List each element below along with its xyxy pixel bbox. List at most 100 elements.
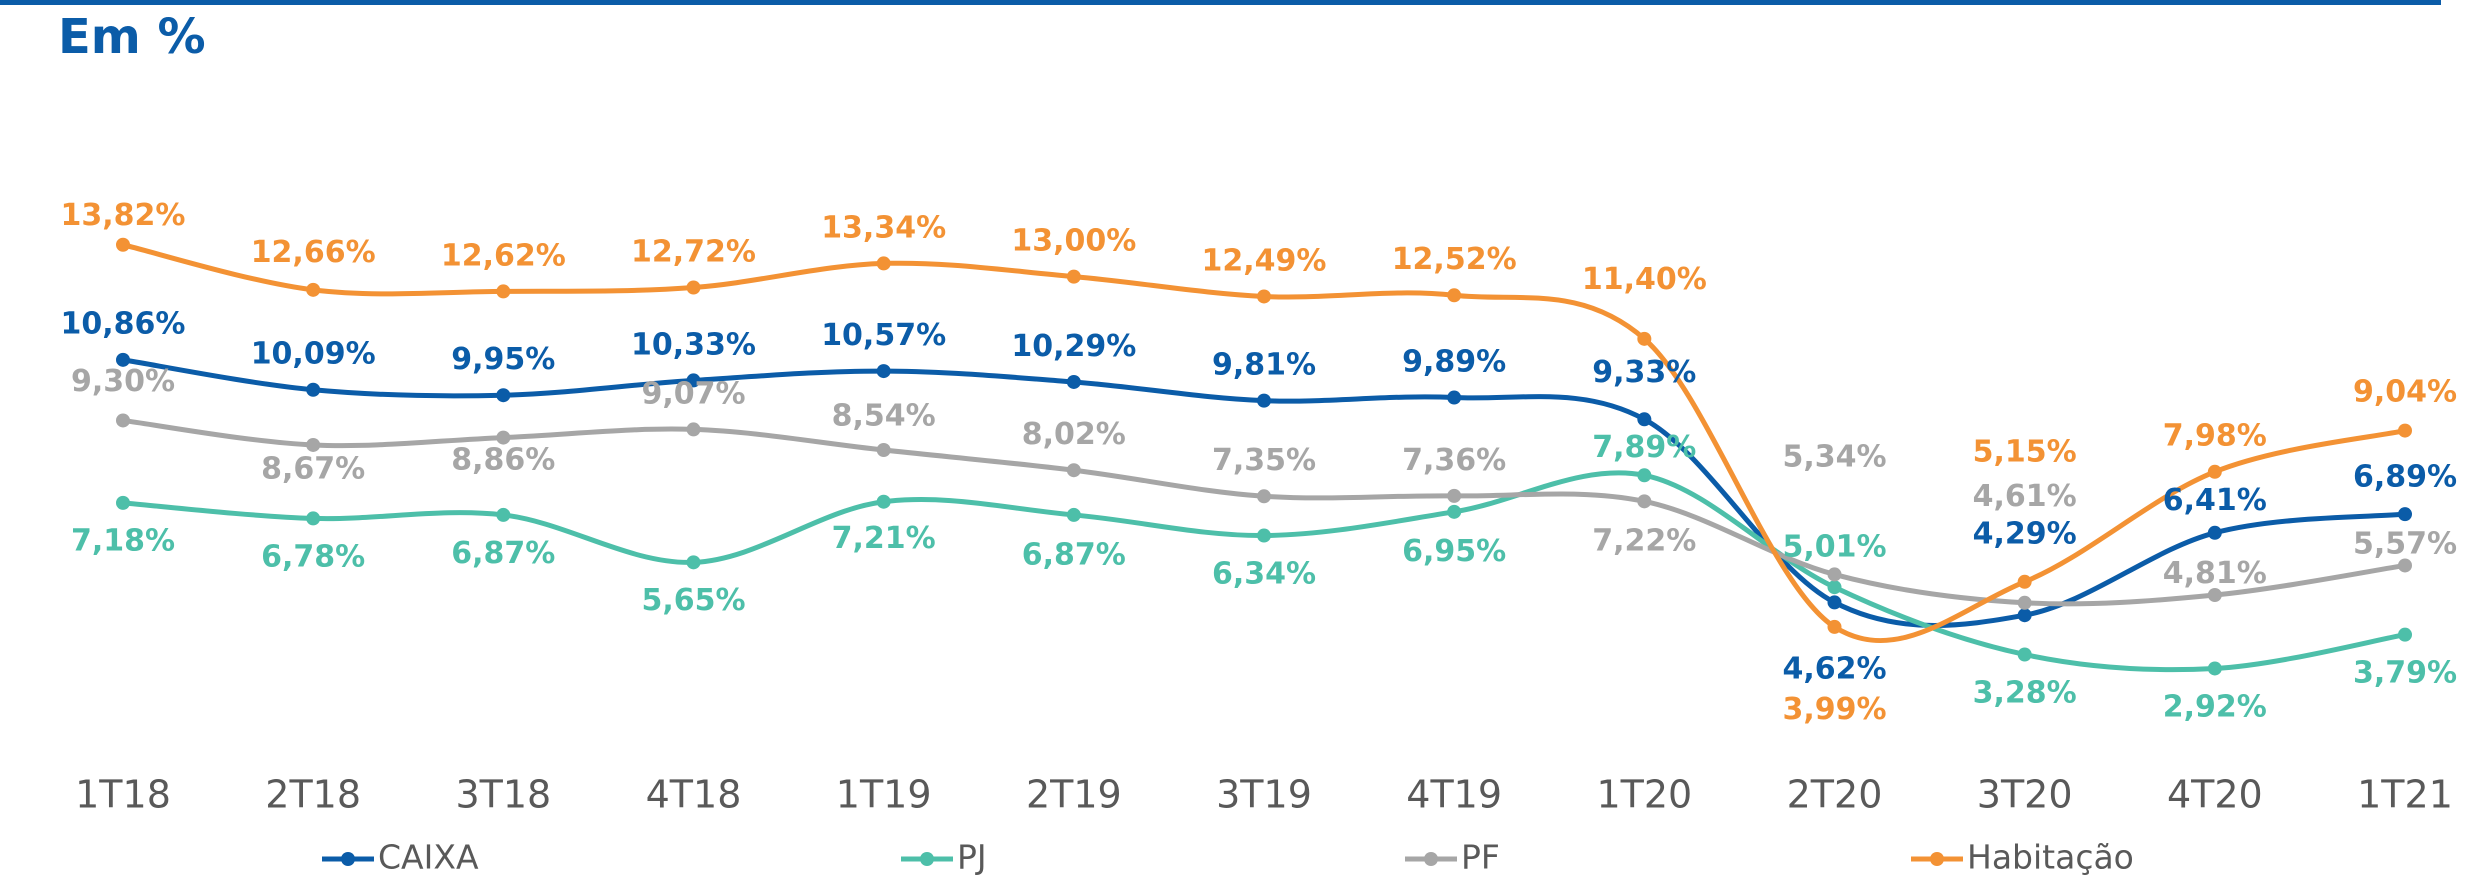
data-label: 7,89% [1592, 430, 1696, 465]
data-point [116, 237, 130, 252]
data-label: 13,00% [1011, 224, 1136, 259]
data-label: 12,72% [631, 234, 756, 269]
data-point [1637, 412, 1652, 427]
data-label: 5,65% [641, 583, 745, 618]
data-point [2207, 661, 2222, 676]
data-point [2017, 647, 2032, 662]
data-point [1637, 494, 1652, 509]
data-point [2207, 588, 2222, 603]
data-label: 10,86% [61, 307, 186, 342]
x-tick-label: 2T19 [1026, 773, 1122, 817]
data-label: 9,89% [1402, 344, 1506, 379]
data-label: 6,89% [2353, 459, 2457, 494]
data-label: 7,22% [1592, 524, 1696, 559]
data-label: 7,98% [2163, 419, 2267, 454]
data-label: 12,49% [1202, 243, 1327, 278]
data-point [306, 437, 321, 452]
data-label: 8,02% [1022, 417, 1126, 452]
data-label: 11,40% [1582, 262, 1707, 297]
data-point [2017, 608, 2032, 623]
data-point [1066, 507, 1081, 522]
data-point [1447, 504, 1462, 519]
data-label: 5,34% [1782, 440, 1886, 475]
data-point [876, 364, 891, 379]
data-point [116, 352, 130, 367]
data-point [1827, 580, 1842, 595]
data-point [686, 555, 701, 570]
data-point [876, 256, 891, 271]
data-label: 6,41% [2163, 483, 2267, 518]
data-label: 10,57% [821, 318, 946, 353]
x-tick-label: 3T18 [455, 773, 551, 817]
data-point [306, 511, 321, 526]
data-label: 7,18% [71, 524, 175, 559]
data-label: 3,79% [2353, 655, 2457, 690]
data-label: 13,82% [61, 198, 186, 233]
x-tick-label: 1T18 [75, 773, 171, 817]
data-point [496, 430, 511, 445]
data-label: 9,04% [2353, 374, 2457, 409]
legend-marker [920, 852, 934, 866]
x-tick-label: 2T18 [265, 773, 361, 817]
data-point [2207, 525, 2222, 540]
x-tick-label: 4T19 [1406, 773, 1502, 817]
data-point [2398, 507, 2412, 522]
legend-label: CAIXA [378, 838, 479, 877]
top-rule [0, 0, 2441, 5]
data-label: 9,07% [641, 376, 745, 411]
data-point [1827, 619, 1842, 634]
x-tick-label: 4T18 [646, 773, 742, 817]
data-label: 8,67% [261, 452, 365, 487]
data-label: 6,78% [261, 539, 365, 574]
data-label: 4,81% [2163, 556, 2267, 591]
data-label: 6,95% [1402, 534, 1506, 569]
data-label: 2,92% [2163, 689, 2267, 724]
data-point [2398, 558, 2412, 573]
data-label: 6,34% [1212, 556, 1316, 591]
data-point [306, 282, 321, 297]
x-tick-label: 1T19 [836, 773, 932, 817]
data-point [876, 443, 891, 458]
data-label: 10,33% [631, 327, 756, 362]
data-label: 3,28% [1973, 675, 2077, 710]
data-point [116, 413, 130, 428]
legend-label: PF [1461, 838, 1500, 877]
data-point [306, 382, 321, 397]
x-tick-label: 2T20 [1787, 773, 1883, 817]
data-label: 6,87% [1022, 537, 1126, 572]
data-label: 5,15% [1973, 434, 2077, 469]
data-point [686, 373, 701, 388]
data-point [2398, 423, 2412, 438]
x-tick-label: 1T20 [1596, 773, 1692, 817]
data-label: 10,09% [251, 337, 376, 372]
data-label: 5,01% [1782, 529, 1886, 564]
data-point [1257, 393, 1271, 408]
x-tick-label: 3T19 [1216, 773, 1312, 817]
legend-label: Habitação [1967, 838, 2134, 877]
data-point [1637, 468, 1652, 483]
data-point [2017, 595, 2032, 610]
legend-label: PJ [957, 838, 987, 877]
data-point [1066, 463, 1081, 478]
data-label: 4,61% [1973, 479, 2077, 514]
legend-marker [1930, 852, 1944, 866]
data-point [2017, 574, 2032, 589]
data-label: 9,95% [451, 342, 555, 377]
data-point [2398, 627, 2412, 642]
data-point [1447, 288, 1462, 303]
data-point [116, 495, 130, 510]
data-label: 7,35% [1212, 443, 1316, 478]
data-point [1257, 489, 1271, 504]
data-label: 8,86% [451, 443, 555, 478]
data-point [1066, 269, 1081, 284]
data-label: 3,99% [1782, 692, 1886, 727]
data-label: 13,34% [821, 210, 946, 245]
data-point [1637, 331, 1652, 346]
x-tick-label: 3T20 [1977, 773, 2073, 817]
legend-marker [1424, 852, 1438, 866]
data-label: 7,21% [832, 521, 936, 556]
data-point [686, 280, 701, 295]
legend-marker [341, 852, 355, 866]
